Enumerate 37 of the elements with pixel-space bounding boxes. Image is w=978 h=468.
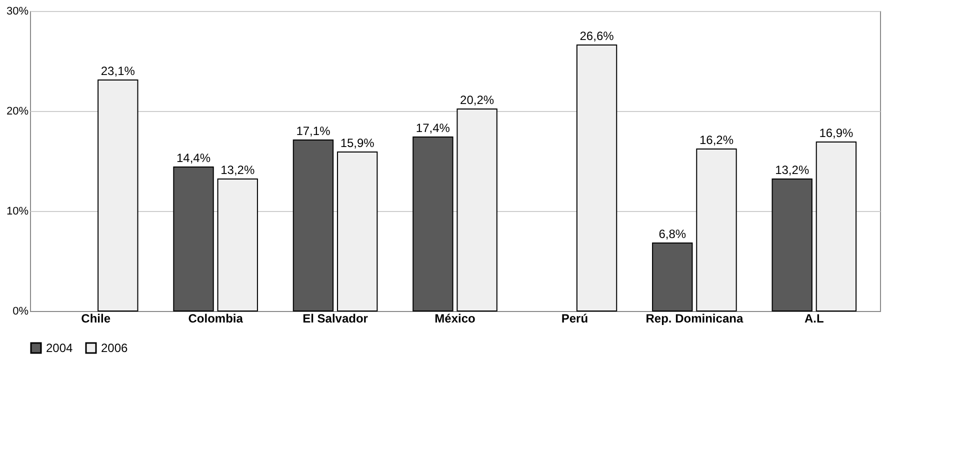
data-label: 16,9% — [819, 126, 854, 140]
bar — [412, 136, 454, 312]
bar — [816, 142, 857, 312]
bar — [576, 44, 618, 312]
x-tick-label: México — [434, 312, 476, 326]
data-label: 14,4% — [176, 151, 211, 165]
data-label: 6,8% — [658, 227, 686, 241]
bar — [98, 80, 138, 312]
x-tick-label: El Salvador — [302, 312, 368, 326]
x-tick-label: Chile — [81, 312, 111, 326]
legend-label: 2006 — [101, 341, 128, 355]
data-label: 13,2% — [775, 163, 810, 177]
legend-label: 2004 — [46, 341, 74, 355]
bar — [652, 242, 693, 312]
data-label: 20,2% — [460, 93, 494, 107]
bar — [173, 166, 214, 312]
x-tick-label: Rep. Dominicana — [646, 312, 744, 326]
bar — [336, 152, 378, 312]
bar — [772, 178, 812, 312]
bar — [292, 140, 334, 312]
data-label: 26,6% — [580, 29, 614, 43]
x-tick-label: Perú — [561, 312, 588, 326]
data-label: 17,4% — [416, 121, 450, 135]
y-tick-label: 0% — [12, 306, 29, 318]
data-label: 17,1% — [296, 124, 331, 138]
data-label: 13,2% — [220, 163, 255, 177]
y-tick-label: 10% — [6, 206, 29, 218]
bar — [217, 178, 258, 312]
data-label: 16,2% — [699, 133, 734, 147]
bar — [456, 108, 498, 312]
bar — [696, 148, 737, 312]
data-label: 23,1% — [100, 64, 136, 78]
y-tick-label: 30% — [6, 6, 29, 18]
x-tick-label: Colombia — [188, 312, 244, 326]
data-label: 15,9% — [340, 136, 375, 150]
x-tick-label: A.L — [804, 312, 824, 326]
y-tick-label: 20% — [6, 106, 29, 118]
